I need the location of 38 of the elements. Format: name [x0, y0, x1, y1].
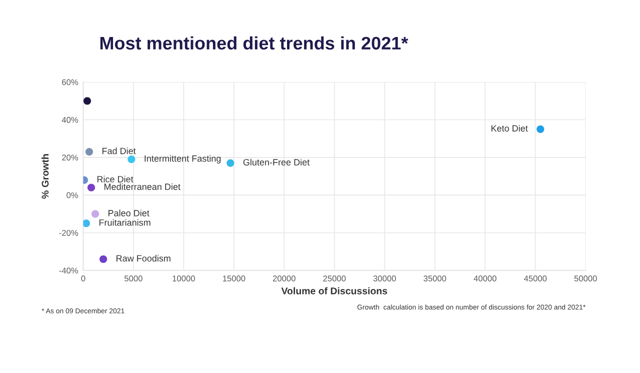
x-tick-label: 35000	[424, 276, 446, 282]
annotation: Keto Diet	[491, 124, 528, 132]
x-tick-label: 5000	[124, 276, 142, 282]
annotation: Mediterranean Diet	[104, 183, 180, 190]
x-axis-title: Volume of Discussions	[281, 287, 388, 294]
point	[226, 159, 234, 167]
x-tick-label: 15000	[222, 276, 246, 282]
y-tick-label: 20%	[62, 154, 78, 161]
x-tick-label: 30000	[373, 276, 396, 282]
y-axis-title: % Growth	[41, 154, 49, 199]
point	[128, 155, 136, 164]
chart-title: Most mentioned diet trends in 2021*	[100, 36, 408, 50]
y-tick-label: 40%	[62, 116, 78, 123]
x-tick-label: 40000	[474, 276, 496, 282]
x-tick-label: 0	[81, 276, 86, 282]
point	[85, 148, 94, 156]
annotation: Fad Diet	[102, 148, 136, 154]
point	[87, 184, 96, 192]
annotation: Paleo Diet	[108, 210, 150, 216]
x-tick-label: 45000	[524, 276, 547, 282]
point	[99, 255, 108, 263]
y-tick-label: 60%	[62, 79, 78, 86]
point	[536, 125, 544, 133]
annotation: Rice Diet	[97, 176, 134, 182]
x-tick-label: 50000	[574, 276, 597, 282]
annotation: Fruitarianism	[99, 219, 150, 226]
point	[91, 210, 100, 218]
annotation: Intermittent Fasting	[144, 155, 221, 164]
point	[83, 97, 92, 105]
x-tick-label: 10000	[172, 276, 195, 282]
annotation: Raw Foodism	[116, 254, 170, 262]
y-tick-label: -40%	[59, 268, 78, 274]
x-tick-label: 20000	[272, 276, 296, 282]
point	[83, 220, 90, 228]
y-tick-label: 0%	[66, 192, 78, 198]
x-tick-label: 25000	[323, 276, 346, 282]
y-tick-label: -20%	[59, 230, 78, 236]
annotation: Gluten-Free Diet	[243, 158, 310, 166]
